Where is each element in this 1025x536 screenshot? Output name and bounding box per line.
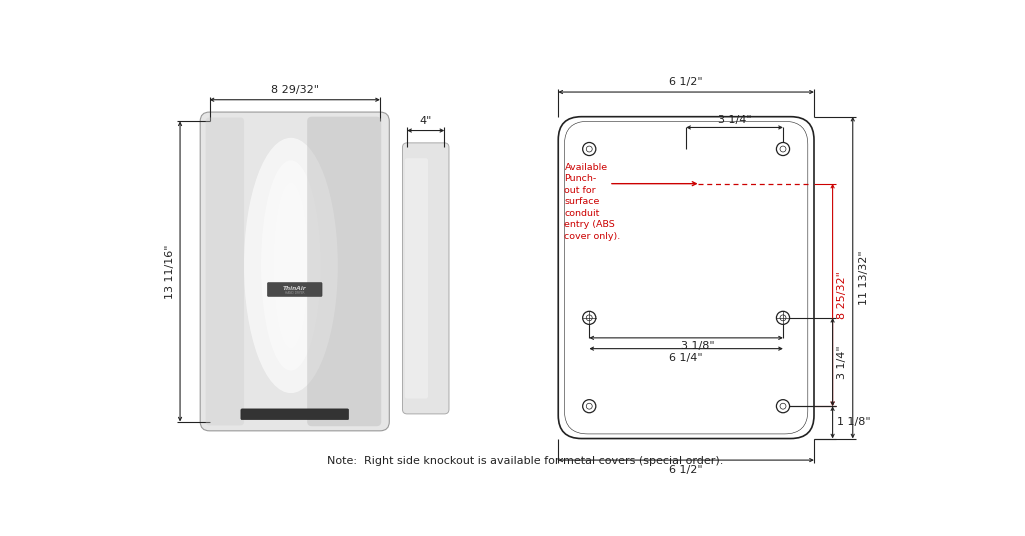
Circle shape xyxy=(780,146,786,152)
Circle shape xyxy=(586,315,592,321)
Text: 6 1/2": 6 1/2" xyxy=(669,77,703,87)
Circle shape xyxy=(582,143,596,155)
Circle shape xyxy=(780,315,786,321)
FancyBboxPatch shape xyxy=(405,158,428,398)
Text: 3 1/4": 3 1/4" xyxy=(718,115,751,125)
Text: 3 1/8": 3 1/8" xyxy=(681,341,714,351)
Text: 6 1/2": 6 1/2" xyxy=(669,465,703,475)
Text: Note:  Right side knockout is available for metal covers (special order).: Note: Right side knockout is available f… xyxy=(327,456,723,466)
Circle shape xyxy=(776,400,789,413)
FancyBboxPatch shape xyxy=(559,117,814,438)
Text: Available
Punch-
out for
surface
conduit
entry (ABS
cover only).: Available Punch- out for surface conduit… xyxy=(565,163,621,241)
Text: ThinAir: ThinAir xyxy=(283,286,306,291)
Circle shape xyxy=(776,143,789,155)
Circle shape xyxy=(780,403,786,409)
Text: 3 1/4": 3 1/4" xyxy=(836,345,847,379)
Circle shape xyxy=(586,403,592,409)
Ellipse shape xyxy=(261,160,321,370)
Text: 8 29/32": 8 29/32" xyxy=(271,85,319,95)
Text: 4": 4" xyxy=(419,116,432,125)
Circle shape xyxy=(776,311,789,324)
Text: HAND DRYER: HAND DRYER xyxy=(285,291,304,295)
Circle shape xyxy=(582,400,596,413)
FancyBboxPatch shape xyxy=(241,409,349,420)
FancyBboxPatch shape xyxy=(268,282,322,296)
Text: 1 1/8": 1 1/8" xyxy=(837,418,871,427)
Text: 11 13/32": 11 13/32" xyxy=(859,250,868,305)
FancyBboxPatch shape xyxy=(308,117,381,426)
FancyBboxPatch shape xyxy=(403,143,449,414)
Text: 13 11/16": 13 11/16" xyxy=(165,244,175,299)
Ellipse shape xyxy=(244,138,338,393)
FancyBboxPatch shape xyxy=(206,117,244,426)
Ellipse shape xyxy=(274,183,308,348)
Circle shape xyxy=(586,146,592,152)
Circle shape xyxy=(582,311,596,324)
FancyBboxPatch shape xyxy=(200,112,390,431)
Text: 8 25/32": 8 25/32" xyxy=(836,271,847,319)
Text: 6 1/4": 6 1/4" xyxy=(669,353,703,363)
